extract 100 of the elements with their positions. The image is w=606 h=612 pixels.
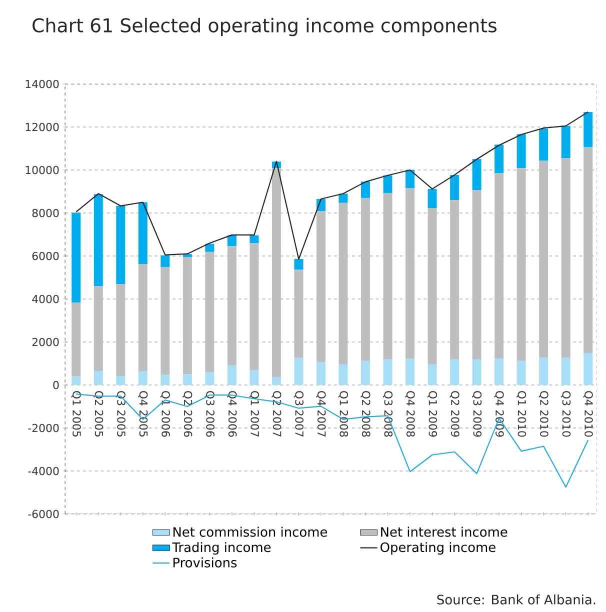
bar [450,174,460,200]
bar [182,374,192,385]
x-tick-label: Q3 2010 [561,391,571,437]
legend-label: Provisions [173,557,237,568]
x-tick-label: Q4 2005 [138,391,148,437]
bar [561,158,570,358]
line-series [76,111,589,260]
x-tick-label: Q3 2008 [383,391,393,437]
bar [160,255,170,267]
x-tick-label: Q3 2007 [294,391,304,437]
bar [205,252,214,372]
x-tick-label: Q4 2009 [494,391,504,437]
bar [539,128,548,161]
bar [94,371,103,385]
bar [472,159,482,190]
bar [428,208,437,365]
bar [516,168,526,361]
bar [138,202,148,264]
x-tick-label: Q4 2008 [405,391,415,437]
y-tick-label: 12000 [26,122,59,132]
bar [250,370,259,385]
y-tick-label: 8000 [32,208,59,218]
y-tick-label: 6000 [32,252,59,260]
bar [561,126,570,158]
x-tick-label: Q2 2005 [94,391,104,437]
bar [450,200,460,360]
bar [72,212,81,303]
bar [205,244,214,252]
bar [138,264,148,372]
y-tick-label: 0 [53,380,59,390]
x-tick-label: Q4 2007 [316,391,326,437]
x-tick-label: Q3 2009 [472,391,482,437]
bar [450,360,460,385]
bar [116,376,126,385]
bar [539,358,548,385]
bar [72,376,81,385]
bar [94,286,103,372]
legend-label: Net interest income [381,526,508,537]
bar [227,246,236,366]
bar [250,235,259,244]
bar [294,259,304,270]
bar [428,188,437,208]
bar [383,193,392,360]
bar [406,358,415,385]
x-tick-label: Q1 2010 [516,391,526,437]
bar [272,168,281,378]
legend-label: Operating income [380,542,496,555]
bar [227,366,236,385]
y-tick-label: 14000 [26,80,59,88]
bar [584,146,593,353]
bar [516,360,526,385]
y-tick-label: 10000 [26,166,59,174]
bar [406,188,415,359]
x-tick-label: Q3 2006 [204,391,214,437]
bar [316,211,326,362]
source-note: Source: Bank of Albania. [437,594,596,604]
x-tick-label: Q1 2006 [160,391,170,437]
bar [494,173,504,359]
x-tick-label: Q2 2006 [182,391,192,437]
bar [205,372,214,385]
bar [227,235,236,246]
bar [316,362,326,385]
x-tick-label: Q1 2009 [428,391,438,437]
bar [472,190,482,360]
bar [361,198,370,361]
bar [516,134,526,168]
bar [494,358,504,385]
bar [561,358,570,385]
bar [272,377,281,385]
bar [584,352,593,385]
bar [72,302,81,376]
x-tick-label: Q2 2008 [360,391,370,437]
legend-label: Net commission income [173,526,328,537]
bar [584,112,593,147]
bar [361,182,370,198]
x-tick-label: Q4 2010 [583,391,593,437]
bar [294,270,304,358]
bar [294,358,304,385]
x-tick-label: Q4 2006 [227,391,237,437]
legend-label: Trading income [172,542,271,555]
bar [383,175,392,193]
x-tick-label: Q1 2007 [249,391,259,437]
chart-title: Chart 61 Selected operating income components [32,18,496,36]
y-tick-label: 2000 [32,338,59,346]
bar [539,160,548,358]
bar [138,371,148,385]
bar [338,364,348,385]
bar [406,170,415,188]
bar [116,206,126,284]
bar [116,284,126,376]
x-tick-label: Q1 2005 [71,391,81,437]
y-tick-label: -4000 [28,466,59,476]
bar [494,144,504,174]
bar [160,374,170,385]
bar [383,360,392,385]
y-tick-label: -2000 [28,424,59,432]
x-tick-label: Q2 2009 [450,391,460,437]
bar [338,202,348,365]
bar [182,254,192,258]
x-tick-label: Q2 2010 [538,391,548,437]
